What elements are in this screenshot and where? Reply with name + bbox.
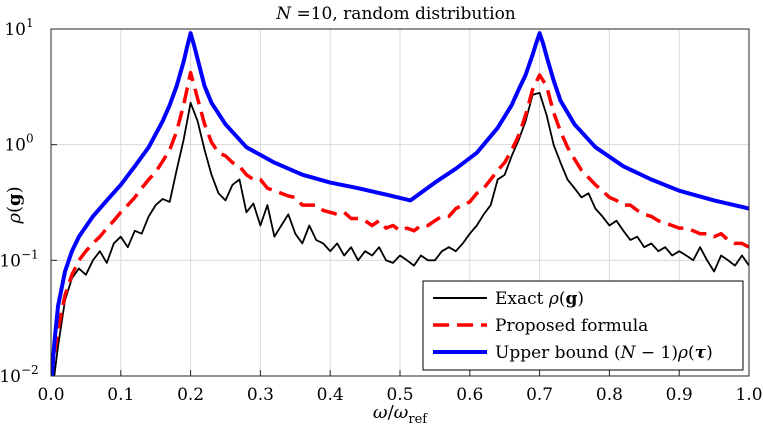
x-tick-label: 1.0	[735, 385, 762, 405]
x-tick-label: 0.7	[526, 385, 553, 405]
series-proposed-line	[51, 70, 749, 376]
x-tick-label: 0.8	[596, 385, 623, 405]
y-axis-label: ρ(g)	[4, 186, 25, 224]
x-tick-label: 0.9	[666, 385, 693, 405]
legend-label-exact: Exact ρ(g)	[495, 289, 584, 309]
x-axis-label: ω/ωref	[373, 402, 428, 427]
x-tick-label: 0.3	[247, 385, 274, 405]
y-axis-ticks: 10−2 10−1 100 101	[0, 16, 57, 387]
y-tick-label: 10−2	[0, 363, 39, 387]
chart-title: N =10, random distribution	[275, 4, 516, 24]
legend-label-proposed: Proposed formula	[495, 316, 648, 336]
legend-box	[422, 280, 744, 371]
x-tick-label: 0.2	[177, 385, 204, 405]
y-tick-label: 10−1	[0, 247, 39, 271]
x-tick-label: 0.5	[386, 385, 413, 405]
x-axis-ticks: 0.0 0.1 0.2 0.3 0.4 0.5 0.6 0.7 0.8 0.9 1.0	[37, 370, 763, 405]
series-exact-line	[53, 92, 749, 376]
y-tick-label: 101	[4, 16, 33, 40]
x-tick-label: 0.6	[456, 385, 483, 405]
series-group	[51, 31, 749, 376]
x-tick-label: 0.1	[107, 385, 134, 405]
series-upper-bound-line	[51, 31, 749, 376]
legend: Exact ρ(g) Proposed formula Upper bound …	[422, 280, 744, 371]
x-tick-label: 0.0	[37, 385, 64, 405]
x-tick-label: 0.4	[317, 385, 344, 405]
y-tick-label: 100	[4, 132, 33, 156]
legend-label-upper: Upper bound (N − 1)ρ(τ)	[495, 343, 713, 363]
